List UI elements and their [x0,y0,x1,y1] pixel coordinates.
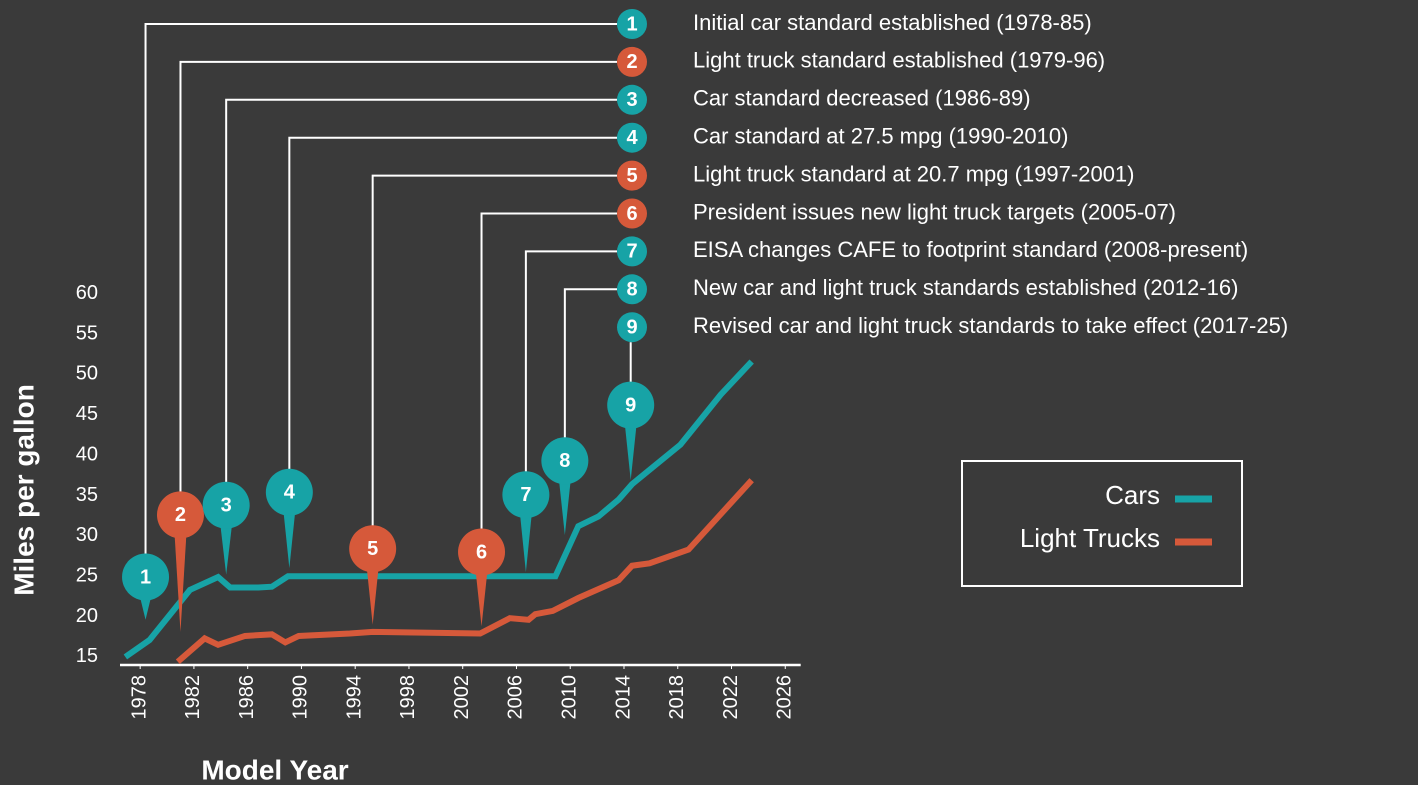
x-tick-label: 2014 [612,675,634,720]
balloon [349,525,397,573]
badge-label: 5 [626,165,637,187]
annotation-text: Initial car standard established (1978-8… [693,10,1092,35]
x-axis-title: Model Year [201,754,348,785]
balloon-pointer [366,566,379,625]
x-tick-label: 2002 [451,675,473,720]
leader-line [524,250,617,472]
x-tick-label: 2018 [666,675,688,720]
balloon-label: 3 [221,494,232,516]
balloon-pointer [174,532,187,632]
balloon-pointer [558,478,571,536]
balloon-pointer [519,512,532,573]
annotation-text: Light truck standard established (1979-9… [693,48,1105,73]
balloon-label: 2 [175,504,186,526]
badge-label: 9 [626,316,637,338]
annotation-text: New car and light truck standards establ… [693,275,1238,300]
badge [617,160,647,191]
badge-label: 6 [626,203,637,225]
x-tick-label: 1986 [236,675,258,720]
x-tick-label: 1994 [343,675,365,720]
leader-line [371,174,617,526]
leader-line [179,60,617,492]
badge [617,198,647,229]
balloon-pointer [283,510,296,569]
badge-label: 8 [626,279,637,301]
balloon [265,468,313,516]
balloon-pointer [624,423,637,481]
balloon-label: 1 [140,566,151,588]
badge [617,84,647,115]
x-tick-label: 2022 [720,675,742,720]
balloon [156,491,204,539]
badge [617,46,647,77]
balloon-label: 8 [559,450,570,472]
x-tick-label: 2006 [505,675,527,720]
badge-label: 4 [626,127,638,149]
y-tick-label: 25 [76,565,98,587]
y-tick-label: 55 [76,322,98,344]
balloon-pointer [220,523,233,575]
badge [617,236,647,267]
badge [617,274,647,305]
y-tick-label: 15 [76,645,98,667]
x-tick-label: 1982 [182,675,204,720]
y-tick-label: 60 [76,282,98,304]
leader-line [288,136,617,470]
annotation-text: Car standard decreased (1986-89) [693,86,1031,111]
balloon-label: 5 [367,538,378,560]
leader-line [225,98,617,483]
legend-box [961,460,1243,587]
annotation-text: Car standard at 27.5 mpg (1990-2010) [693,124,1068,149]
data-line [175,478,754,665]
legend-label: Cars [1105,480,1160,510]
balloon [122,553,170,601]
x-tick-label: 2010 [559,675,581,720]
balloon-label: 4 [284,482,296,504]
badge [617,9,647,39]
y-tick-label: 40 [76,443,98,465]
x-tick-label: 1990 [290,675,312,720]
x-tick-label: 2026 [774,675,796,720]
balloon [541,437,589,485]
y-tick-label: 20 [76,605,98,627]
balloon [502,471,550,519]
badge [617,122,647,153]
badge [617,312,647,343]
y-tick-label: 30 [76,524,98,546]
badge-label: 2 [626,51,637,73]
badge-label: 7 [626,241,637,263]
x-tick-label: 1998 [397,675,419,720]
annotation-text: Revised car and light truck standards to… [693,313,1288,338]
balloon-label: 9 [625,394,636,416]
annotation-text: Light truck standard at 20.7 mpg (1997-2… [693,161,1135,186]
x-tick-label: 1978 [128,675,150,720]
balloon [458,528,506,576]
data-line [123,359,754,660]
badge-label: 3 [626,89,637,111]
balloon [202,481,250,529]
annotation-text: President issues new light truck targets… [693,199,1176,224]
balloon [607,381,655,429]
y-tick-label: 45 [76,403,98,425]
leader-line [563,288,617,438]
leader-line [480,212,617,530]
balloon-label: 7 [520,484,531,506]
y-tick-label: 50 [76,363,98,385]
leader-line [144,23,617,555]
y-tick-label: 35 [76,484,98,506]
y-axis-title: Miles per gallon [8,384,39,596]
annotation-text: EISA changes CAFE to footprint standard … [693,237,1248,262]
balloon-pointer [475,570,488,627]
balloon-pointer [139,595,152,620]
balloon-label: 6 [476,541,487,563]
legend-label: Light Trucks [1020,523,1160,553]
badge-label: 1 [626,13,637,35]
